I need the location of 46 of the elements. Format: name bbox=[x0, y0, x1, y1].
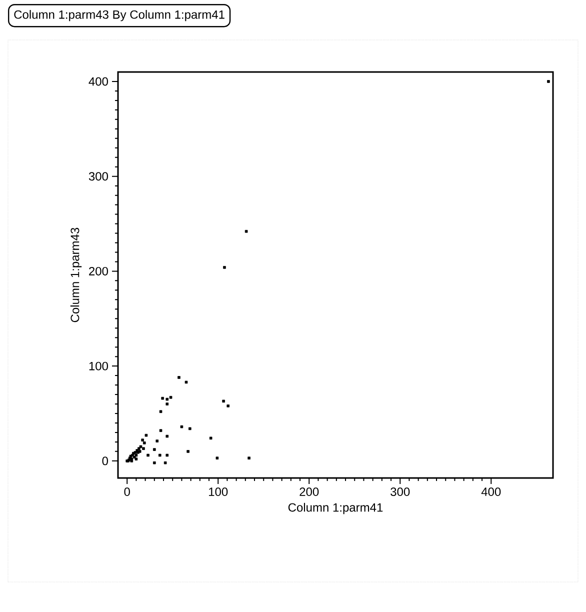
x-tick-label: 100 bbox=[209, 488, 228, 496]
point bbox=[159, 429, 162, 432]
point bbox=[156, 440, 159, 442]
y-tick-label: 0 bbox=[102, 456, 108, 466]
x-tick-label: 200 bbox=[300, 488, 319, 496]
point bbox=[153, 461, 156, 464]
point bbox=[144, 434, 148, 437]
point bbox=[161, 396, 164, 400]
y-tick-label: 200 bbox=[89, 266, 108, 276]
point bbox=[158, 454, 162, 457]
point bbox=[166, 434, 169, 438]
point bbox=[180, 425, 184, 428]
point bbox=[166, 398, 169, 401]
point bbox=[142, 447, 145, 450]
x-tick-label: 300 bbox=[390, 488, 410, 496]
point bbox=[209, 436, 212, 440]
point bbox=[178, 376, 180, 379]
point bbox=[223, 266, 226, 269]
point bbox=[169, 396, 172, 399]
point bbox=[244, 230, 248, 233]
point bbox=[153, 448, 156, 451]
point bbox=[216, 456, 219, 460]
y-tick-label: 400 bbox=[88, 77, 108, 86]
point bbox=[164, 461, 167, 464]
point bbox=[186, 450, 190, 453]
x-axis-title: Column 1:parm41 bbox=[288, 502, 383, 514]
y-tick-label: 300 bbox=[88, 172, 108, 181]
point bbox=[222, 400, 225, 403]
point bbox=[146, 454, 150, 457]
point bbox=[141, 438, 144, 442]
point bbox=[138, 450, 142, 453]
point bbox=[226, 404, 230, 408]
point bbox=[159, 410, 162, 413]
point bbox=[139, 445, 142, 448]
y-axis-title: Column 1:parm43 bbox=[70, 228, 82, 322]
point bbox=[166, 454, 169, 457]
point bbox=[142, 442, 146, 444]
point bbox=[248, 456, 250, 460]
x-tick-label: 400 bbox=[481, 488, 501, 496]
y-tick-label: 100 bbox=[89, 362, 108, 370]
point bbox=[188, 427, 192, 430]
point bbox=[166, 402, 169, 406]
chart-title: Column 1:parm43 By Column 1:parm41 bbox=[14, 10, 224, 22]
x-tick-label: 0 bbox=[124, 488, 130, 496]
point bbox=[184, 380, 188, 384]
point bbox=[547, 80, 550, 83]
